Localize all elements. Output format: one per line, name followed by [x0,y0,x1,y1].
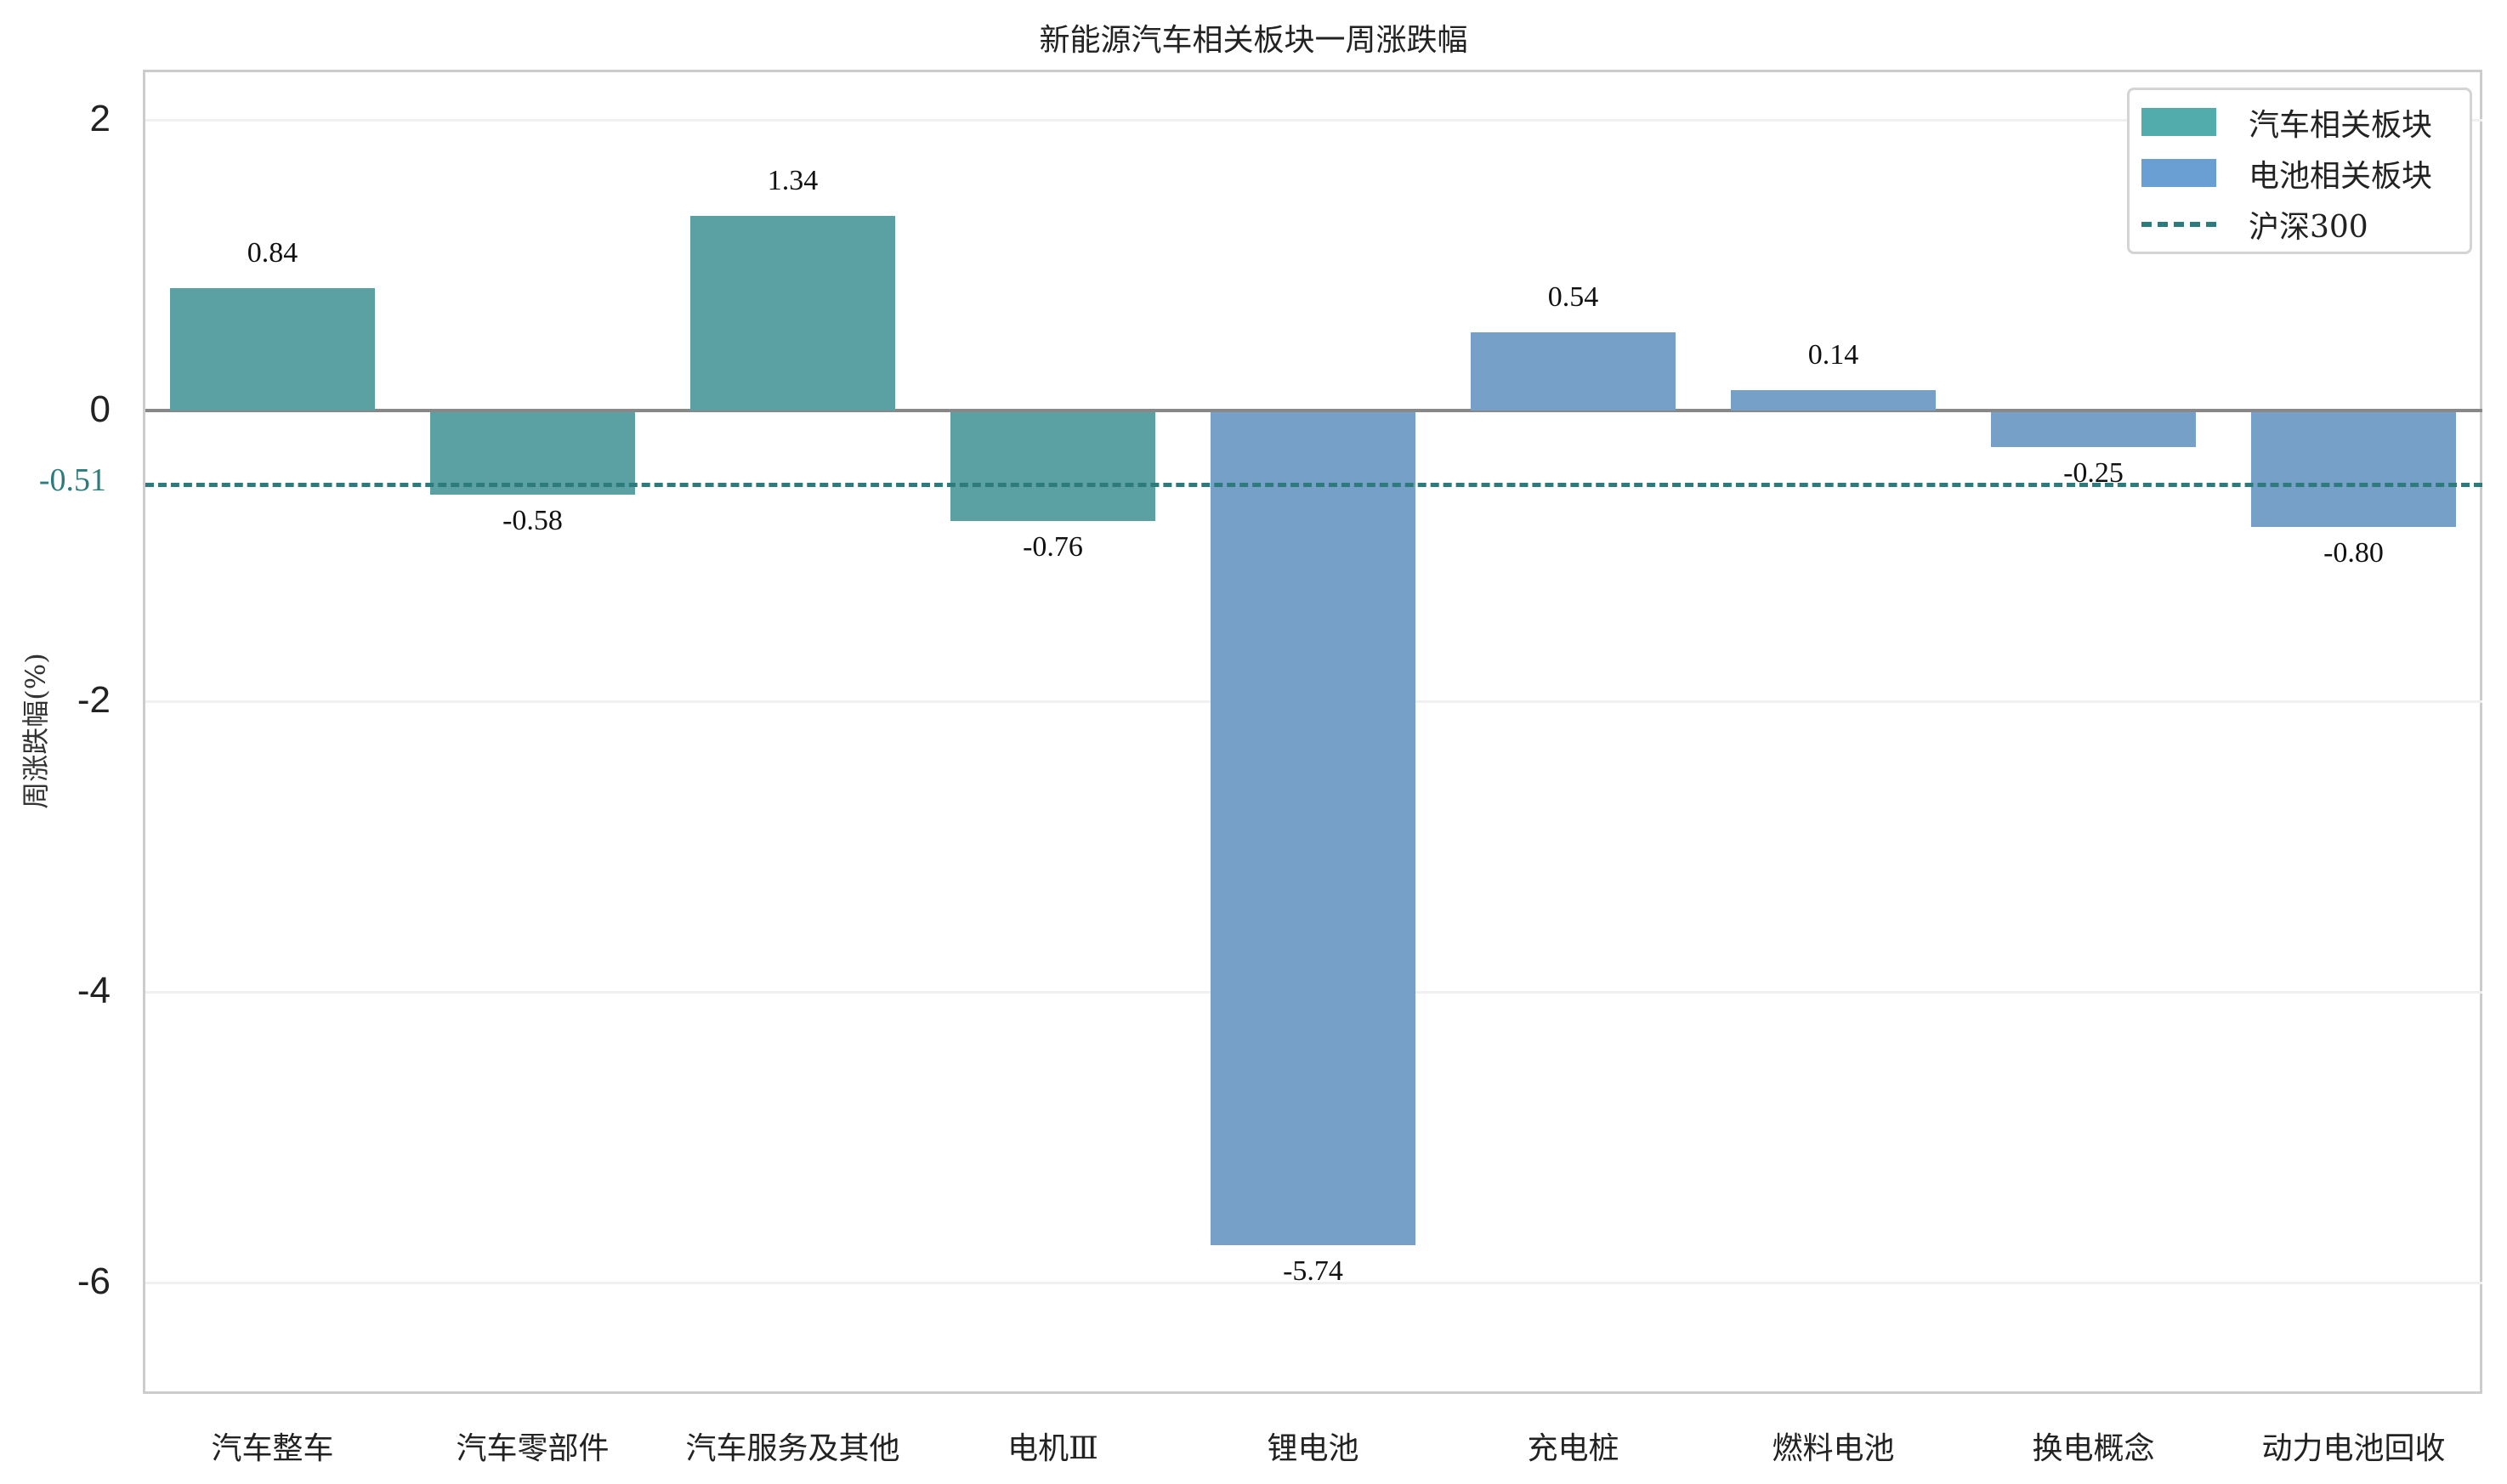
y-tick-label: -4 [77,970,111,1011]
bar [690,215,895,411]
value-label: 0.14 [1807,339,1859,371]
legend-dashed-line-icon [2141,222,2216,227]
legend-swatch-auto [2141,108,2216,136]
bar [170,288,375,411]
legend-item-battery: 电池相关板块 [2130,148,2470,194]
value-label: -0.76 [1023,530,1083,563]
bar [1471,331,1676,411]
gridline [145,119,2482,122]
x-tick-label: 换电概念 [2032,1431,2155,1466]
x-tick-label: 汽车整车 [211,1431,334,1466]
y-tick-label: -2 [77,679,111,721]
bar [950,412,1155,521]
y-tick-label: 0 [89,388,111,430]
x-tick-label: 充电桩 [1527,1431,1619,1466]
reference-line-hs300 [145,483,2482,487]
value-label: 0.84 [247,237,298,269]
value-label: -0.58 [502,505,563,537]
legend-label: 汽车相关板块 [2249,108,2433,143]
y-tick-label: -6 [77,1260,111,1302]
legend-swatch-battery [2141,159,2216,187]
legend-label: 沪深300 [2249,210,2368,245]
bar [1211,412,1415,1245]
x-tick-label: 汽车服务及其他 [685,1431,900,1466]
bar [430,412,635,496]
zero-line [145,409,2482,412]
legend-label: 电池相关板块 [2249,159,2433,194]
bar [1731,390,1936,411]
x-tick-label: 汽车零部件 [456,1431,610,1466]
x-tick-label: 燃料电池 [1772,1431,1895,1466]
gridline [145,1282,2482,1284]
legend-item-hs300: 沪深300 [2130,199,2470,245]
bar [2251,412,2456,527]
value-label: 0.54 [1547,280,1599,313]
value-label: -0.80 [2323,536,2384,569]
legend-item-auto: 汽车相关板块 [2130,97,2470,143]
chart-title: 新能源汽车相关板块一周涨跌幅 [1039,23,1468,58]
y-tick-label: 2 [89,98,111,139]
reference-value-label: -0.51 [38,462,106,498]
x-tick-label: 电机Ⅲ [1007,1431,1098,1466]
y-axis-label: 周涨跌幅(%) [20,653,52,809]
bar [1991,412,2196,447]
plot-area [143,70,2482,1394]
x-tick-label: 动力电池回收 [2261,1431,2446,1466]
x-tick-label: 锂电池 [1267,1431,1359,1466]
value-label: 1.34 [767,164,819,196]
value-label: -5.74 [1283,1255,1343,1287]
legend: 汽车相关板块 电池相关板块 沪深300 [2127,88,2472,254]
